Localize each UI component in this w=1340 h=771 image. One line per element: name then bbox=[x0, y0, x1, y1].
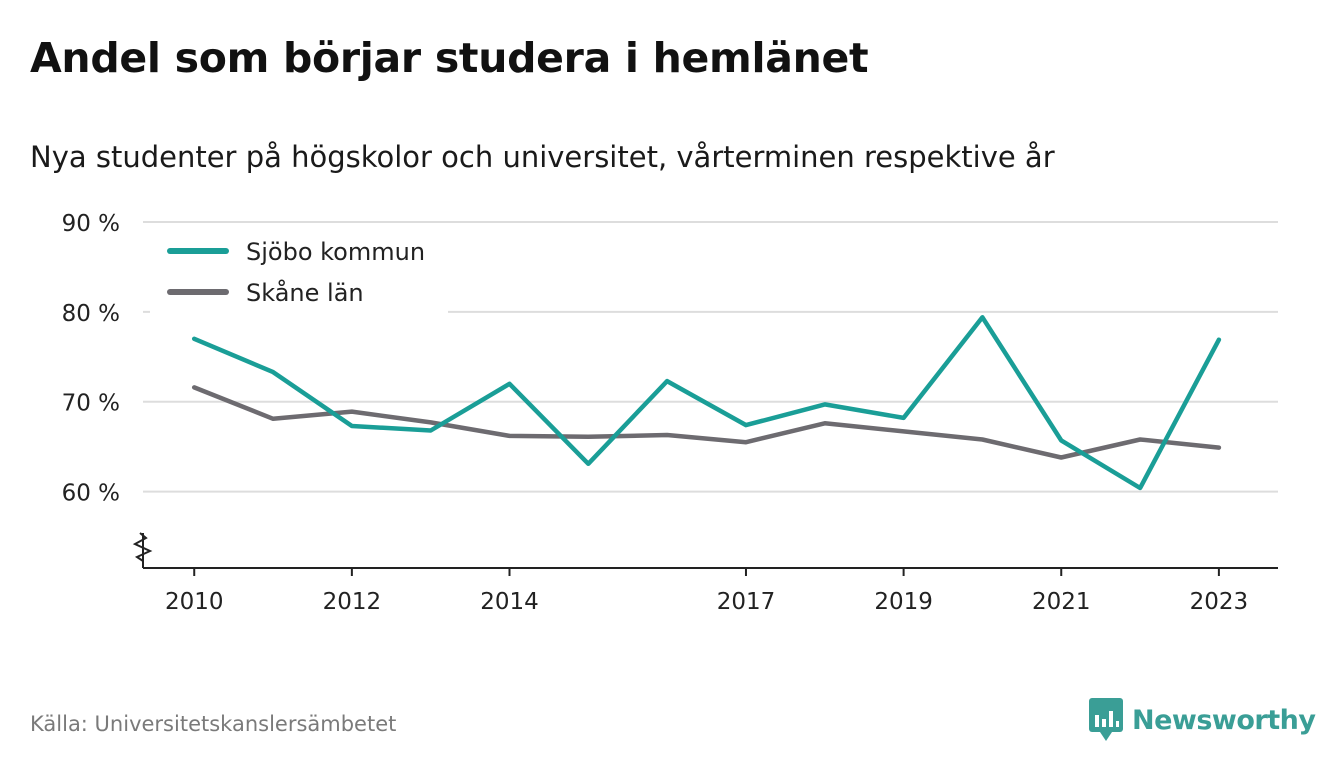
series-lines bbox=[191, 315, 1222, 491]
y-tick-label: 70 % bbox=[62, 391, 120, 417]
y-tick-label: 80 % bbox=[62, 301, 120, 327]
x-tick-label: 2019 bbox=[874, 589, 933, 615]
brand-logo: Newsworthy bbox=[1088, 697, 1316, 743]
chart-subtitle: Nya studenter på högskolor och universit… bbox=[30, 140, 1055, 174]
axis-break-mark bbox=[132, 532, 153, 562]
source-note: Källa: Universitetskanslersämbetet bbox=[30, 712, 397, 736]
x-tick-label: 2023 bbox=[1190, 589, 1249, 615]
series-line-sjobo bbox=[191, 315, 1222, 491]
legend-background bbox=[150, 232, 448, 314]
chart-title: Andel som börjar studera i hemlänet bbox=[30, 34, 869, 82]
series-line-skane bbox=[191, 385, 1222, 460]
y-axis-tick-labels: 60 % 70 % 80 % 90 % bbox=[62, 211, 120, 507]
brand-name: Newsworthy bbox=[1132, 704, 1316, 736]
x-tick-label: 2021 bbox=[1032, 589, 1091, 615]
x-axis-ticks: 2010 2012 2014 2017 2019 2021 2023 bbox=[165, 568, 1248, 615]
newsworthy-logo-icon bbox=[1089, 698, 1123, 741]
legend-label: Skåne län bbox=[246, 278, 364, 307]
legend-label: Sjöbo kommun bbox=[246, 238, 425, 266]
legend: Sjöbo kommun Skåne län bbox=[150, 232, 448, 314]
y-tick-label: 90 % bbox=[62, 211, 120, 237]
axes bbox=[132, 532, 1278, 569]
grid-lines bbox=[143, 221, 1278, 493]
x-tick-label: 2012 bbox=[323, 589, 382, 615]
y-tick-label: 60 % bbox=[62, 481, 120, 507]
x-tick-label: 2014 bbox=[480, 589, 539, 615]
x-tick-label: 2010 bbox=[165, 589, 224, 615]
line-chart: 60 % 70 % 80 % 90 % 2010 2012 2014 2017 2019 202… bbox=[62, 211, 1278, 615]
x-tick-label: 2017 bbox=[717, 589, 776, 615]
